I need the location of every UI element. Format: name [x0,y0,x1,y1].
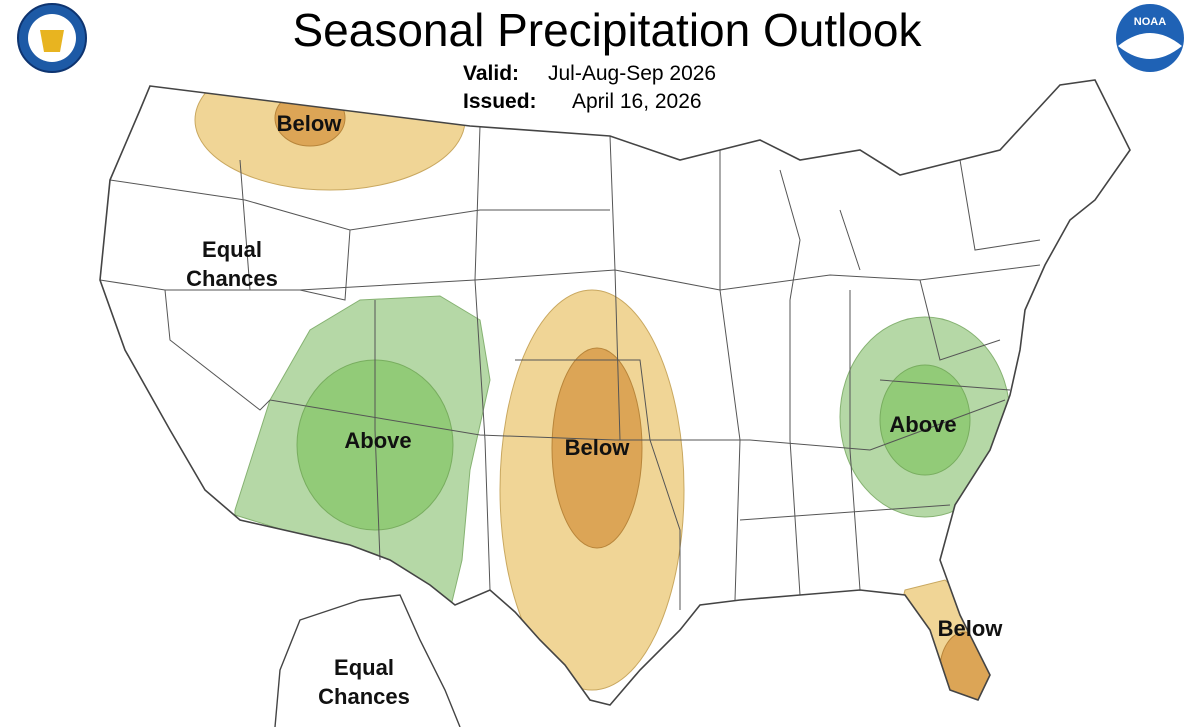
region-label: Below [277,111,343,136]
state-lines [99,125,1041,610]
region-label: Below [565,435,631,460]
region-label: Above [344,428,411,453]
issued-label: Issued: [463,90,537,113]
region-label: Equal [202,237,262,262]
region-label: Chances [318,684,410,709]
below-area-strong [551,347,643,549]
region-label: Above [889,412,956,437]
above-area-strong [879,364,971,476]
noaa-text: NOAA [1134,16,1166,28]
region-label: Below [938,616,1004,641]
valid-value: Jul-Aug-Sep 2026 [548,62,716,85]
title: Seasonal Precipitation Outlook [292,4,922,56]
below-area-strong [939,631,991,705]
noaa-logo: NOAA [1116,4,1184,72]
us-outline [99,79,1131,706]
valid-label: Valid: [463,62,519,85]
region-labels: Below Equal Chances Above Below Above Below Equ… [186,111,1003,709]
issued-value: April 16, 2026 [572,90,702,113]
region-label: Chances [186,266,278,291]
alaska [274,594,461,727]
region-label: Equal [334,655,394,680]
doc-logo [17,3,87,73]
outlook-areas [194,80,1011,705]
